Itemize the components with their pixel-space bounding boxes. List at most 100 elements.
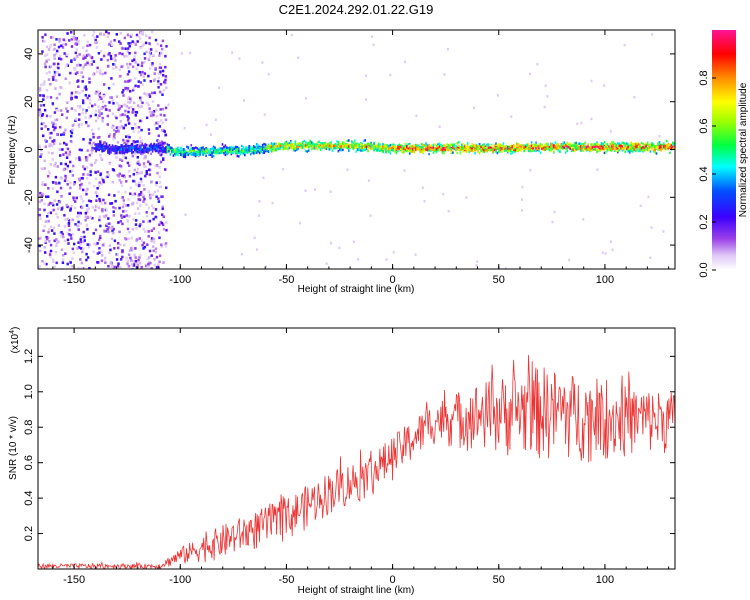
- heatmap-cell: [408, 144, 411, 148]
- heatmap-cell: [63, 214, 66, 217]
- heatmap-cell: [272, 144, 274, 147]
- heatmap-cell: [92, 232, 95, 235]
- heatmap-cell: [79, 211, 82, 215]
- heatmap-cell: [139, 223, 142, 226]
- heatmap-cell: [78, 53, 81, 56]
- heatmap-cell: [145, 50, 148, 54]
- heatmap-cell: [190, 153, 193, 156]
- heatmap-cell: [530, 141, 533, 144]
- heatmap-cell: [84, 116, 87, 119]
- heatmap-cell: [591, 148, 594, 151]
- heatmap-cell: [346, 146, 349, 150]
- heatmap-cell: [126, 144, 129, 148]
- heatmap-cell: [318, 140, 320, 143]
- heatmap-cell: [420, 150, 423, 153]
- heatmap-cell: [329, 190, 332, 193]
- heatmap-cell: [64, 162, 67, 166]
- heatmap-cell: [197, 152, 200, 155]
- heatmap-cell: [571, 144, 573, 147]
- heatmap-cell: [407, 147, 410, 150]
- heatmap-cell: [339, 148, 341, 151]
- heatmap-cell: [147, 190, 150, 194]
- heatmap-cell: [158, 185, 161, 189]
- heatmap-cell: [614, 149, 616, 152]
- heatmap-cell: [70, 60, 73, 63]
- heatmap-cell: [73, 182, 76, 186]
- heatmap-cell: [499, 144, 502, 147]
- heatmap-cell: [154, 149, 157, 152]
- heatmap-cell: [127, 237, 131, 240]
- heatmap-cell: [471, 145, 473, 149]
- heatmap-cell: [140, 180, 143, 184]
- heatmap-cell: [156, 42, 159, 46]
- heatmap-cell: [582, 149, 585, 152]
- heatmap-cell: [132, 201, 135, 205]
- heatmap-cell: [517, 149, 519, 153]
- heatmap-cell: [365, 147, 368, 151]
- heatmap-cell: [164, 118, 168, 122]
- heatmap-cell: [513, 147, 515, 150]
- heatmap-cell: [56, 165, 59, 168]
- heatmap-cell: [163, 149, 166, 152]
- colorbar-label: Normalized spectral amplitude: [738, 82, 749, 217]
- heatmap-cell: [129, 41, 132, 45]
- heatmap-cell: [331, 149, 334, 153]
- heatmap-cell: [166, 143, 169, 146]
- heatmap-cell: [114, 199, 117, 203]
- colorbar-tick-label: 0.2: [698, 214, 710, 229]
- heatmap-cell: [630, 149, 632, 153]
- heatmap-cell: [288, 146, 291, 150]
- heatmap-cell: [165, 45, 168, 48]
- heatmap-cell: [272, 147, 274, 150]
- heatmap-cell: [119, 42, 122, 45]
- heatmap-cell: [319, 148, 322, 151]
- heatmap-cell: [158, 62, 162, 66]
- heatmap-cell: [87, 199, 91, 203]
- heatmap-cell: [520, 148, 522, 151]
- heatmap-cell: [642, 142, 644, 146]
- heatmap-cell: [57, 181, 61, 185]
- heatmap-cell: [602, 144, 604, 148]
- heatmap-cell: [168, 146, 170, 150]
- heatmap-cell: [255, 144, 258, 148]
- heatmap-cell: [385, 151, 387, 154]
- heatmap-cell: [136, 145, 139, 148]
- heatmap-cell: [131, 59, 134, 63]
- heatmap-cell: [368, 143, 371, 146]
- heatmap-cell: [529, 168, 532, 172]
- heatmap-cell: [495, 142, 497, 145]
- heatmap-cell: [165, 146, 167, 150]
- heatmap-cell: [575, 146, 577, 150]
- heatmap-cell: [94, 113, 97, 117]
- heatmap-cell: [321, 146, 323, 150]
- heatmap-cell: [123, 237, 127, 240]
- heatmap-cell: [309, 141, 311, 145]
- heatmap-cell: [330, 141, 332, 144]
- heatmap-cell: [127, 122, 131, 125]
- heatmap-cell: [590, 149, 592, 152]
- heatmap-cell: [236, 149, 239, 152]
- heatmap-cell: [352, 141, 355, 144]
- heatmap-cell: [136, 104, 140, 107]
- heatmap-cell: [395, 151, 398, 155]
- heatmap-cell: [119, 158, 122, 161]
- heatmap-cell: [154, 164, 157, 168]
- heatmap-cell: [55, 71, 58, 74]
- heatmap-cell: [511, 146, 514, 150]
- heatmap-cell: [199, 149, 201, 152]
- heatmap-cell: [183, 127, 186, 130]
- heatmap-cell: [639, 145, 641, 148]
- heatmap-cell: [524, 146, 527, 150]
- heatmap-cell: [93, 184, 96, 188]
- heatmap-cell: [248, 150, 250, 154]
- heatmap-cell: [147, 74, 150, 78]
- heatmap-cell: [611, 248, 614, 252]
- heatmap-cell: [88, 101, 92, 105]
- heatmap-cell: [41, 259, 44, 263]
- heatmap-cell: [389, 73, 392, 77]
- heatmap-cell: [650, 226, 653, 229]
- heatmap-cell: [631, 146, 634, 150]
- heatmap-cell: [585, 149, 588, 152]
- heatmap-cell: [313, 146, 316, 149]
